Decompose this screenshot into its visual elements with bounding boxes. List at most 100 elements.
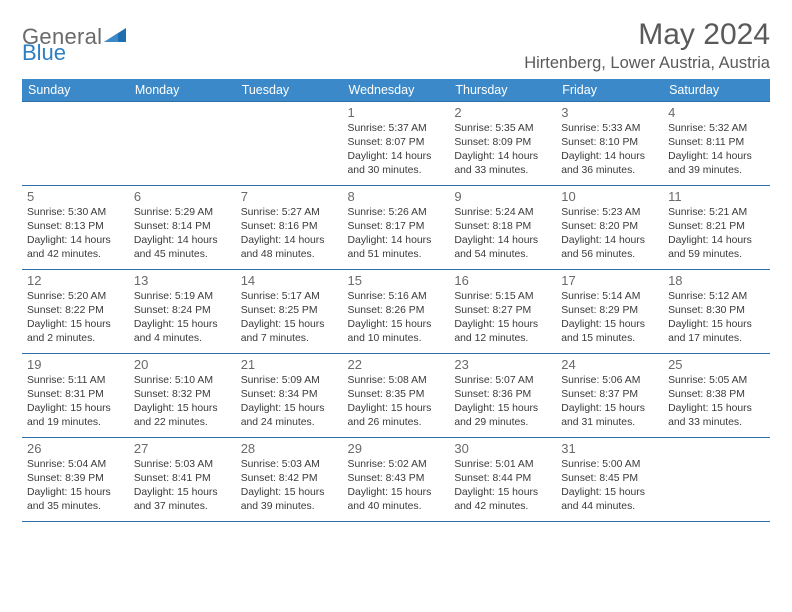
calendar-day-cell: [236, 102, 343, 186]
header: General May 2024 Hirtenberg, Lower Austr…: [22, 18, 770, 73]
calendar-day-cell: 4 Sunrise: 5:32 AMSunset: 8:11 PMDaylight…: [663, 102, 770, 186]
day-number: 8: [348, 189, 445, 204]
day-info: Sunrise: 5:03 AMSunset: 8:42 PMDaylight:…: [241, 458, 338, 514]
weekday-header: Tuesday: [236, 79, 343, 102]
day-info: Sunrise: 5:17 AMSunset: 8:25 PMDaylight:…: [241, 290, 338, 346]
day-info: Sunrise: 5:04 AMSunset: 8:39 PMDaylight:…: [27, 458, 124, 514]
calendar-day-cell: 10 Sunrise: 5:23 AMSunset: 8:20 PMDayligh…: [556, 186, 663, 270]
page-title: May 2024: [524, 18, 770, 52]
day-info: Sunrise: 5:32 AMSunset: 8:11 PMDaylight:…: [668, 122, 765, 178]
day-info: Sunrise: 5:03 AMSunset: 8:41 PMDaylight:…: [134, 458, 231, 514]
logo-text-blue: Blue: [22, 40, 66, 66]
calendar-week-row: 1 Sunrise: 5:37 AMSunset: 8:07 PMDaylight…: [22, 102, 770, 186]
day-number: 30: [454, 441, 551, 456]
day-number: 17: [561, 273, 658, 288]
day-info: Sunrise: 5:37 AMSunset: 8:07 PMDaylight:…: [348, 122, 445, 178]
day-info: Sunrise: 5:30 AMSunset: 8:13 PMDaylight:…: [27, 206, 124, 262]
day-number: 11: [668, 189, 765, 204]
calendar-day-cell: [663, 438, 770, 522]
day-info: Sunrise: 5:09 AMSunset: 8:34 PMDaylight:…: [241, 374, 338, 430]
day-info: Sunrise: 5:08 AMSunset: 8:35 PMDaylight:…: [348, 374, 445, 430]
calendar-day-cell: 23 Sunrise: 5:07 AMSunset: 8:36 PMDayligh…: [449, 354, 556, 438]
day-info: Sunrise: 5:05 AMSunset: 8:38 PMDaylight:…: [668, 374, 765, 430]
day-number: 15: [348, 273, 445, 288]
day-number: 18: [668, 273, 765, 288]
day-number: 24: [561, 357, 658, 372]
calendar-day-cell: 11 Sunrise: 5:21 AMSunset: 8:21 PMDayligh…: [663, 186, 770, 270]
day-info: Sunrise: 5:10 AMSunset: 8:32 PMDaylight:…: [134, 374, 231, 430]
calendar-day-cell: 30 Sunrise: 5:01 AMSunset: 8:44 PMDayligh…: [449, 438, 556, 522]
day-number: 4: [668, 105, 765, 120]
calendar-day-cell: 6 Sunrise: 5:29 AMSunset: 8:14 PMDaylight…: [129, 186, 236, 270]
day-info: Sunrise: 5:26 AMSunset: 8:17 PMDaylight:…: [348, 206, 445, 262]
day-info: Sunrise: 5:23 AMSunset: 8:20 PMDaylight:…: [561, 206, 658, 262]
day-number: 10: [561, 189, 658, 204]
day-number: 9: [454, 189, 551, 204]
calendar-day-cell: 28 Sunrise: 5:03 AMSunset: 8:42 PMDayligh…: [236, 438, 343, 522]
calendar-week-row: 26 Sunrise: 5:04 AMSunset: 8:39 PMDayligh…: [22, 438, 770, 522]
logo-triangle-icon: [104, 27, 126, 48]
day-info: Sunrise: 5:07 AMSunset: 8:36 PMDaylight:…: [454, 374, 551, 430]
day-number: 21: [241, 357, 338, 372]
calendar-day-cell: 20Sunrise: 5:10 AMSunset: 8:32 PMDayligh…: [129, 354, 236, 438]
calendar-day-cell: 1 Sunrise: 5:37 AMSunset: 8:07 PMDaylight…: [343, 102, 450, 186]
calendar-day-cell: 27 Sunrise: 5:03 AMSunset: 8:41 PMDayligh…: [129, 438, 236, 522]
calendar-day-cell: 16Sunrise: 5:15 AMSunset: 8:27 PMDayligh…: [449, 270, 556, 354]
day-number: 6: [134, 189, 231, 204]
day-number: 13: [134, 273, 231, 288]
calendar-day-cell: 14Sunrise: 5:17 AMSunset: 8:25 PMDayligh…: [236, 270, 343, 354]
day-info: Sunrise: 5:12 AMSunset: 8:30 PMDaylight:…: [668, 290, 765, 346]
calendar-table: SundayMondayTuesdayWednesdayThursdayFrid…: [22, 79, 770, 522]
day-number: 3: [561, 105, 658, 120]
day-number: 7: [241, 189, 338, 204]
calendar-day-cell: 13 Sunrise: 5:19 AMSunset: 8:24 PMDayligh…: [129, 270, 236, 354]
calendar-day-cell: 8 Sunrise: 5:26 AMSunset: 8:17 PMDaylight…: [343, 186, 450, 270]
calendar-day-cell: 24Sunrise: 5:06 AMSunset: 8:37 PMDayligh…: [556, 354, 663, 438]
calendar-day-cell: 17 Sunrise: 5:14 AMSunset: 8:29 PMDayligh…: [556, 270, 663, 354]
day-number: 12: [27, 273, 124, 288]
day-info: Sunrise: 5:21 AMSunset: 8:21 PMDaylight:…: [668, 206, 765, 262]
weekday-header: Sunday: [22, 79, 129, 102]
day-number: 26: [27, 441, 124, 456]
day-number: 16: [454, 273, 551, 288]
day-number: 1: [348, 105, 445, 120]
calendar-day-cell: 21 Sunrise: 5:09 AMSunset: 8:34 PMDayligh…: [236, 354, 343, 438]
calendar-day-cell: 2 Sunrise: 5:35 AMSunset: 8:09 PMDaylight…: [449, 102, 556, 186]
day-info: Sunrise: 5:27 AMSunset: 8:16 PMDaylight:…: [241, 206, 338, 262]
title-block: May 2024 Hirtenberg, Lower Austria, Aust…: [524, 18, 770, 73]
weekday-header: Thursday: [449, 79, 556, 102]
calendar-day-cell: 7 Sunrise: 5:27 AMSunset: 8:16 PMDaylight…: [236, 186, 343, 270]
location-text: Hirtenberg, Lower Austria, Austria: [524, 54, 770, 73]
day-info: Sunrise: 5:16 AMSunset: 8:26 PMDaylight:…: [348, 290, 445, 346]
calendar-day-cell: 25 Sunrise: 5:05 AMSunset: 8:38 PMDayligh…: [663, 354, 770, 438]
calendar-week-row: 12 Sunrise: 5:20 AMSunset: 8:22 PMDayligh…: [22, 270, 770, 354]
weekday-header: Friday: [556, 79, 663, 102]
day-info: Sunrise: 5:01 AMSunset: 8:44 PMDaylight:…: [454, 458, 551, 514]
day-number: 5: [27, 189, 124, 204]
day-info: Sunrise: 5:19 AMSunset: 8:24 PMDaylight:…: [134, 290, 231, 346]
calendar-day-cell: 5 Sunrise: 5:30 AMSunset: 8:13 PMDaylight…: [22, 186, 129, 270]
day-number: 25: [668, 357, 765, 372]
day-info: Sunrise: 5:29 AMSunset: 8:14 PMDaylight:…: [134, 206, 231, 262]
calendar-day-cell: 9 Sunrise: 5:24 AMSunset: 8:18 PMDaylight…: [449, 186, 556, 270]
calendar-day-cell: [129, 102, 236, 186]
day-info: Sunrise: 5:14 AMSunset: 8:29 PMDaylight:…: [561, 290, 658, 346]
calendar-day-cell: [22, 102, 129, 186]
day-info: Sunrise: 5:00 AMSunset: 8:45 PMDaylight:…: [561, 458, 658, 514]
day-info: Sunrise: 5:20 AMSunset: 8:22 PMDaylight:…: [27, 290, 124, 346]
day-info: Sunrise: 5:24 AMSunset: 8:18 PMDaylight:…: [454, 206, 551, 262]
day-number: 28: [241, 441, 338, 456]
day-number: 2: [454, 105, 551, 120]
calendar-day-cell: 3Sunrise: 5:33 AMSunset: 8:10 PMDaylight…: [556, 102, 663, 186]
calendar-body: 1 Sunrise: 5:37 AMSunset: 8:07 PMDaylight…: [22, 102, 770, 522]
day-number: 23: [454, 357, 551, 372]
day-number: 27: [134, 441, 231, 456]
calendar-week-row: 19Sunrise: 5:11 AMSunset: 8:31 PMDayligh…: [22, 354, 770, 438]
weekday-header: Monday: [129, 79, 236, 102]
day-info: Sunrise: 5:11 AMSunset: 8:31 PMDaylight:…: [27, 374, 124, 430]
day-info: Sunrise: 5:02 AMSunset: 8:43 PMDaylight:…: [348, 458, 445, 514]
day-number: 22: [348, 357, 445, 372]
calendar-day-cell: 19Sunrise: 5:11 AMSunset: 8:31 PMDayligh…: [22, 354, 129, 438]
day-info: Sunrise: 5:35 AMSunset: 8:09 PMDaylight:…: [454, 122, 551, 178]
calendar-week-row: 5 Sunrise: 5:30 AMSunset: 8:13 PMDaylight…: [22, 186, 770, 270]
